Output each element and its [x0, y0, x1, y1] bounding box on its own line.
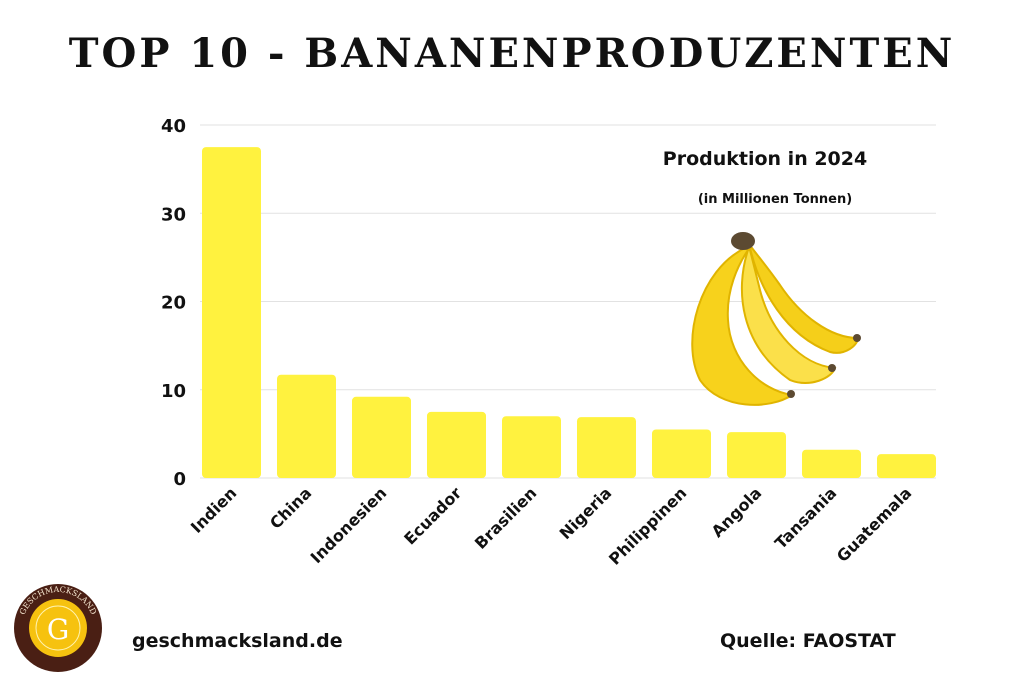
y-tick-label: 20	[161, 293, 186, 314]
chart-subtitle: Produktion in 2024	[663, 148, 867, 170]
website-label: geschmacksland.de	[132, 630, 343, 652]
bar-tansania	[802, 449, 861, 478]
bar-angola	[727, 432, 786, 478]
bar-guatemala	[877, 454, 936, 478]
bar-ecuador	[427, 411, 486, 478]
svg-text:G: G	[47, 613, 69, 646]
bar-china	[277, 374, 336, 478]
bar-philippinen	[652, 429, 711, 478]
y-tick-label: 30	[161, 204, 186, 225]
source-label: Quelle: FAOSTAT	[720, 630, 896, 652]
bar-nigeria	[577, 417, 636, 478]
y-tick-label: 10	[161, 381, 186, 402]
bar-brasilien	[502, 416, 561, 478]
bar-indien	[202, 147, 261, 478]
bar-indonesien	[352, 396, 411, 478]
chart-title: TOP 10 - BANANENPRODUZENTEN	[68, 30, 956, 77]
unit-note: (in Millionen Tonnen)	[698, 192, 852, 207]
y-tick-label: 0	[173, 469, 186, 490]
y-tick-label: 40	[161, 116, 186, 137]
banana-icon	[691, 232, 861, 406]
